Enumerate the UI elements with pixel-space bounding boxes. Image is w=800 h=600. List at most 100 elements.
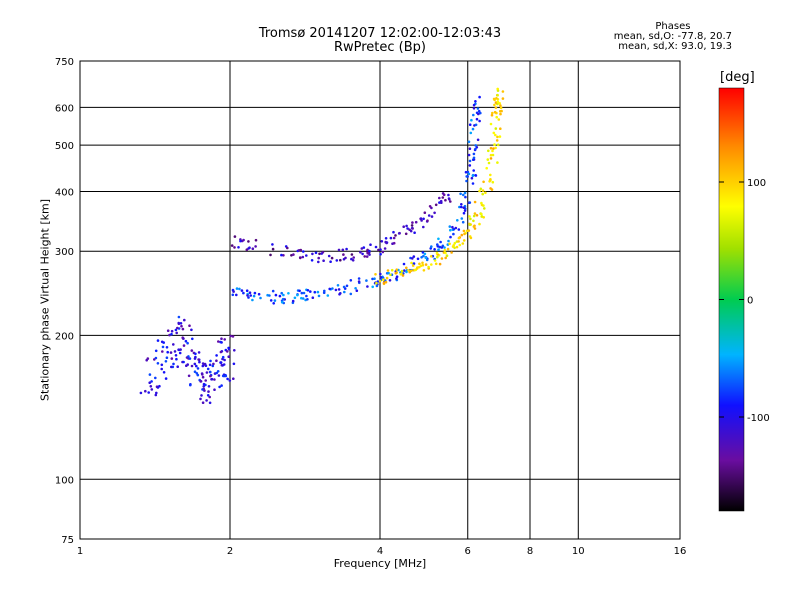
plot-frame bbox=[79, 60, 681, 540]
data-point bbox=[382, 278, 385, 282]
data-point bbox=[156, 386, 160, 389]
data-point bbox=[460, 205, 463, 209]
data-point bbox=[377, 248, 380, 252]
data-point bbox=[450, 251, 453, 254]
data-point bbox=[220, 363, 224, 367]
data-point bbox=[485, 166, 489, 170]
data-point bbox=[282, 254, 285, 257]
data-point bbox=[483, 207, 486, 210]
data-point bbox=[424, 263, 428, 266]
data-point bbox=[155, 391, 158, 395]
data-point bbox=[379, 252, 382, 256]
data-point bbox=[193, 357, 197, 360]
data-point bbox=[490, 113, 494, 117]
x-tick-label: 6 bbox=[465, 546, 471, 557]
data-point bbox=[373, 277, 376, 281]
data-point bbox=[440, 257, 444, 260]
data-point bbox=[223, 338, 226, 341]
data-point bbox=[469, 236, 473, 240]
data-point bbox=[271, 247, 275, 251]
data-point bbox=[293, 296, 297, 300]
data-point bbox=[280, 291, 284, 295]
data-point bbox=[245, 289, 249, 293]
data-point bbox=[335, 259, 339, 262]
data-point bbox=[268, 294, 271, 297]
data-point bbox=[188, 324, 191, 328]
data-point bbox=[491, 111, 494, 115]
data-point bbox=[474, 144, 478, 147]
data-point bbox=[489, 122, 493, 126]
x-tick-label: 16 bbox=[674, 546, 687, 557]
data-point bbox=[472, 214, 476, 218]
data-point bbox=[468, 159, 472, 163]
phase-stats-header: Phases bbox=[655, 21, 691, 32]
data-point bbox=[287, 292, 290, 295]
data-point bbox=[162, 371, 166, 374]
data-point bbox=[208, 401, 212, 405]
data-point bbox=[179, 348, 182, 351]
data-point bbox=[232, 377, 235, 381]
data-point bbox=[496, 161, 499, 164]
data-point bbox=[405, 224, 408, 228]
data-point bbox=[176, 326, 179, 330]
data-point bbox=[280, 300, 284, 304]
data-point bbox=[371, 277, 374, 281]
data-point bbox=[437, 248, 440, 251]
data-point bbox=[170, 365, 173, 369]
data-point bbox=[406, 227, 409, 230]
data-point bbox=[330, 256, 334, 260]
data-point bbox=[190, 349, 194, 352]
data-point bbox=[207, 385, 211, 388]
data-point bbox=[345, 247, 348, 251]
data-point bbox=[228, 379, 232, 382]
data-point bbox=[487, 161, 491, 165]
data-point bbox=[290, 254, 293, 257]
data-point bbox=[298, 289, 301, 293]
data-point bbox=[180, 324, 183, 328]
data-point bbox=[345, 284, 349, 288]
data-point bbox=[211, 364, 215, 368]
axis-ticks: 1 2 4 6 8 10 16 75 100 200 300 400 500 600 750 bbox=[55, 57, 686, 557]
data-point bbox=[233, 235, 237, 238]
data-point bbox=[489, 157, 493, 160]
data-point bbox=[257, 292, 261, 296]
data-point bbox=[248, 246, 251, 249]
data-point bbox=[394, 234, 397, 237]
data-point bbox=[242, 291, 245, 295]
data-point bbox=[477, 109, 481, 113]
data-point bbox=[448, 225, 452, 228]
data-point bbox=[375, 284, 379, 288]
data-point bbox=[374, 245, 378, 249]
data-point bbox=[168, 333, 171, 337]
data-point bbox=[451, 225, 454, 229]
data-point bbox=[213, 388, 216, 392]
data-point bbox=[478, 95, 481, 99]
x-tick-label: 8 bbox=[527, 546, 533, 557]
data-point bbox=[360, 247, 364, 250]
data-point bbox=[436, 243, 439, 246]
data-point bbox=[254, 245, 257, 248]
data-point bbox=[322, 259, 325, 263]
data-point bbox=[462, 239, 466, 242]
data-point bbox=[465, 179, 468, 183]
data-point bbox=[317, 260, 320, 264]
data-point bbox=[391, 242, 394, 245]
data-point bbox=[498, 135, 502, 138]
data-point bbox=[389, 273, 392, 277]
data-point bbox=[305, 254, 308, 257]
data-point bbox=[274, 293, 278, 297]
data-point bbox=[209, 359, 212, 363]
data-point bbox=[334, 288, 338, 292]
data-point bbox=[499, 106, 503, 110]
x-tick-label: 4 bbox=[377, 546, 383, 557]
data-point bbox=[147, 391, 150, 394]
data-point bbox=[376, 280, 380, 283]
data-point bbox=[476, 107, 480, 110]
data-point bbox=[311, 296, 315, 300]
data-point bbox=[247, 296, 250, 299]
data-point bbox=[444, 256, 448, 260]
data-point bbox=[384, 240, 388, 244]
data-point bbox=[420, 219, 423, 222]
data-point bbox=[251, 247, 255, 250]
data-point bbox=[474, 147, 477, 151]
